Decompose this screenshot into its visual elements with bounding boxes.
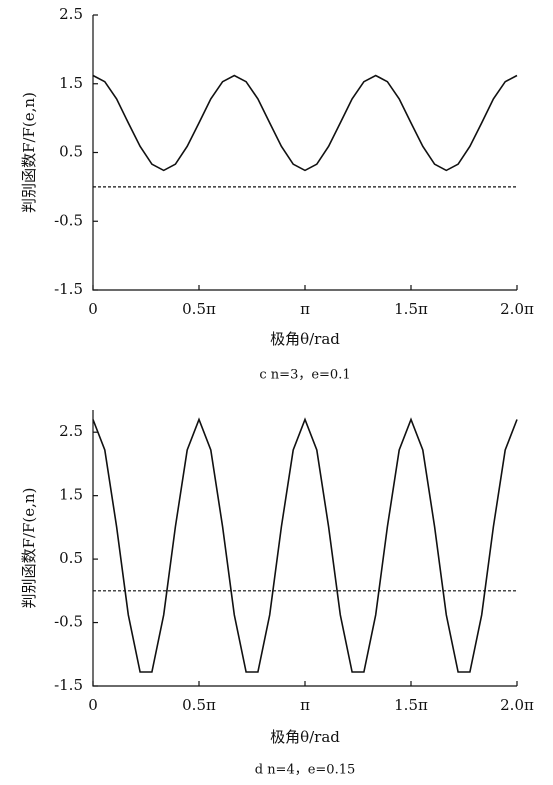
x-tick-label: 0: [88, 300, 98, 318]
caption: c n=3，e=0.1: [259, 368, 350, 383]
series-line: [92, 417, 518, 673]
x-tick-label: 1.5π: [394, 300, 428, 318]
axes: [92, 15, 517, 291]
x-axis-label: 极角θ/rad: [270, 330, 340, 348]
x-tick-label: π: [300, 696, 310, 714]
y-tick-label: -0.5: [54, 613, 83, 631]
y-axis-label: 判别函数F/F(e,n): [20, 488, 38, 609]
y-tick-label: 2.5: [59, 5, 83, 23]
x-tick-label: 1.5π: [394, 696, 428, 714]
y-tick-label: 1.5: [59, 74, 83, 92]
x-tick-label: 2.0π: [500, 300, 534, 318]
y-tick-label: -0.5: [54, 211, 83, 229]
x-tick-label: 2.0π: [500, 696, 534, 714]
x-tick-label: π: [300, 300, 310, 318]
x-tick-label: 0.5π: [182, 300, 216, 318]
y-tick-label: 1.5: [59, 486, 83, 504]
y-tick-label: 2.5: [59, 422, 83, 440]
x-axis-label: 极角θ/rad: [270, 728, 340, 746]
y-tick-label: 0.5: [59, 549, 83, 567]
x-tick-label: 0.5π: [182, 696, 216, 714]
y-tick-label: -1.5: [54, 280, 83, 298]
x-tick-label: 0: [88, 696, 98, 714]
axes: [92, 410, 517, 687]
y-tick-label: 0.5: [59, 143, 83, 161]
caption: d n=4，e=0.15: [255, 763, 356, 778]
series-line: [92, 74, 518, 172]
y-tick-label: -1.5: [54, 676, 83, 694]
y-axis-label: 判别函数F/F(e,n): [20, 92, 38, 213]
